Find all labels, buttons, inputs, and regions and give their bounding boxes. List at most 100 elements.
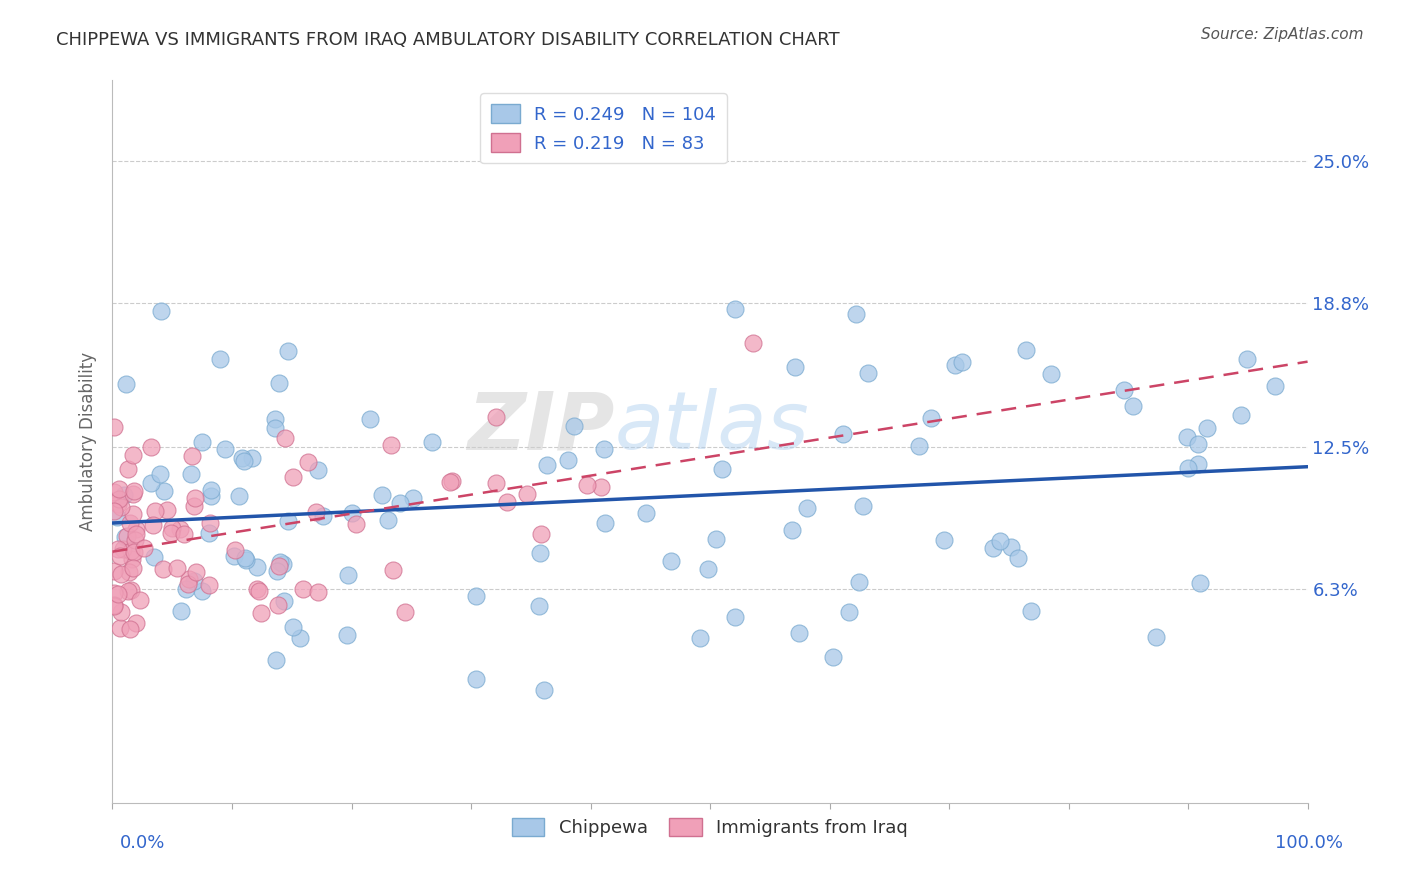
Point xyxy=(1019,604,1042,618)
Point xyxy=(124,526,146,541)
Point xyxy=(152,562,174,576)
Point xyxy=(465,589,488,603)
Point xyxy=(103,598,125,612)
Point xyxy=(576,478,599,492)
Point xyxy=(783,360,806,375)
Point xyxy=(787,626,810,640)
Point xyxy=(246,582,269,596)
Point xyxy=(117,583,139,598)
Point xyxy=(271,557,294,571)
Point xyxy=(122,508,145,522)
Point xyxy=(184,491,207,506)
Point xyxy=(388,496,411,510)
Point xyxy=(209,351,232,366)
Point xyxy=(981,541,1004,555)
Point xyxy=(1122,399,1144,413)
Point xyxy=(943,358,966,372)
Point xyxy=(710,461,733,475)
Point xyxy=(224,549,246,564)
Point xyxy=(200,489,222,503)
Point xyxy=(103,586,125,600)
Point xyxy=(139,475,162,490)
Point xyxy=(283,470,305,484)
Point xyxy=(307,463,329,477)
Point xyxy=(465,672,488,686)
Point xyxy=(1187,457,1209,471)
Point xyxy=(336,628,359,642)
Point xyxy=(245,560,267,574)
Point xyxy=(1112,383,1135,397)
Point xyxy=(312,508,335,523)
Point xyxy=(402,491,425,506)
Point xyxy=(118,516,141,530)
Text: 0.0%: 0.0% xyxy=(120,834,165,852)
Point xyxy=(149,304,172,318)
Point xyxy=(108,549,131,563)
Point xyxy=(228,489,250,503)
Point xyxy=(170,603,193,617)
Y-axis label: Ambulatory Disability: Ambulatory Disability xyxy=(79,352,97,531)
Point xyxy=(780,523,803,537)
Point xyxy=(907,439,929,453)
Point xyxy=(920,410,942,425)
Point xyxy=(1236,351,1258,366)
Text: 100.0%: 100.0% xyxy=(1275,834,1343,852)
Point xyxy=(1264,378,1286,392)
Point xyxy=(200,483,222,498)
Point xyxy=(107,491,129,506)
Point xyxy=(529,546,551,560)
Point xyxy=(723,609,745,624)
Point xyxy=(307,585,329,599)
Point xyxy=(593,516,616,531)
Point xyxy=(533,682,555,697)
Point xyxy=(110,605,132,619)
Point xyxy=(496,495,519,509)
Point xyxy=(440,474,463,488)
Point xyxy=(394,605,416,619)
Point xyxy=(858,366,880,380)
Point xyxy=(266,564,288,578)
Point xyxy=(156,503,179,517)
Point xyxy=(108,483,131,497)
Point xyxy=(1189,575,1212,590)
Point xyxy=(704,532,727,546)
Point xyxy=(120,582,142,597)
Point xyxy=(149,467,172,482)
Point xyxy=(134,541,156,555)
Point xyxy=(139,440,162,454)
Point xyxy=(118,566,141,580)
Point xyxy=(112,541,135,556)
Point xyxy=(115,376,138,391)
Point xyxy=(174,582,197,597)
Point xyxy=(342,506,364,520)
Point xyxy=(832,427,855,442)
Point xyxy=(485,409,508,424)
Point xyxy=(439,475,461,489)
Point xyxy=(724,301,747,316)
Point xyxy=(1175,430,1198,444)
Point xyxy=(277,344,299,359)
Point xyxy=(107,542,129,557)
Point xyxy=(114,530,136,544)
Point xyxy=(281,620,304,634)
Point xyxy=(516,486,538,500)
Point xyxy=(231,450,253,465)
Point xyxy=(988,534,1011,549)
Point xyxy=(125,522,148,536)
Point xyxy=(796,500,818,515)
Point xyxy=(344,516,367,531)
Point xyxy=(235,553,257,567)
Point xyxy=(200,516,222,531)
Point xyxy=(120,622,142,636)
Point xyxy=(103,484,125,499)
Point xyxy=(950,355,973,369)
Point xyxy=(1177,461,1199,475)
Point xyxy=(1000,540,1022,554)
Point xyxy=(107,497,129,511)
Point xyxy=(124,545,146,559)
Point xyxy=(274,431,297,445)
Point xyxy=(377,513,399,527)
Point xyxy=(124,616,146,631)
Point xyxy=(160,521,183,535)
Point xyxy=(180,467,202,481)
